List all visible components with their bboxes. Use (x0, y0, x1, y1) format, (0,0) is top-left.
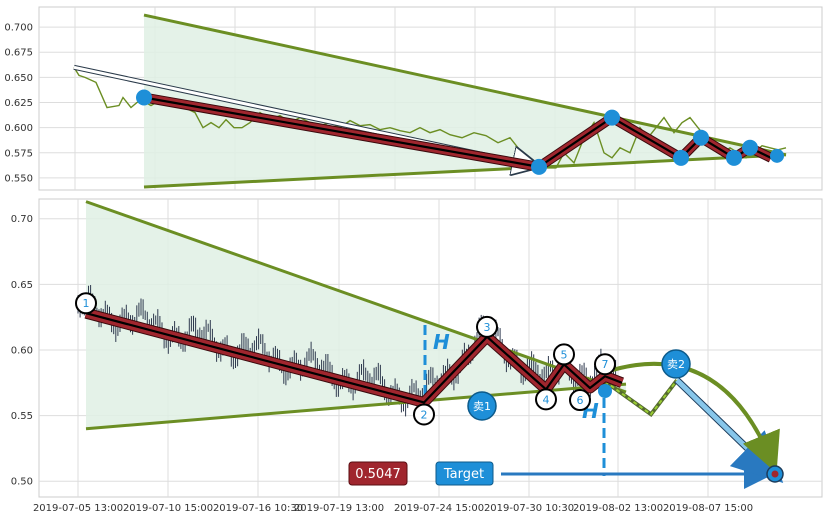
projection-zig (604, 379, 678, 416)
target-box: Target (435, 461, 494, 486)
pivot-label-circle (569, 389, 591, 412)
bottom-xtick-label: 2019-07-10 15:00 (123, 503, 213, 514)
pivot-label-circle (476, 315, 498, 338)
top-ytick-label: 0.550 (4, 173, 33, 184)
bottom-wedge-fill (86, 201, 626, 429)
pivot-label-text: 1 (83, 297, 90, 310)
bottom-ytick-label: 0.55 (11, 411, 33, 422)
bottom-y-ticks: 0.70 0.65 0.60 0.55 0.50 (11, 214, 33, 488)
top-pivot-marker (742, 139, 758, 156)
top-pivot-marker (136, 89, 152, 106)
pivot-label-text: 3 (484, 321, 491, 334)
bottom-xtick-label: 2019-07-05 13:00 (33, 503, 123, 514)
price-value-box: 0.5047 (348, 461, 408, 486)
sell-marker-2: 卖2 (661, 349, 691, 379)
top-ytick-label: 0.600 (4, 123, 33, 134)
bottom-ytick-label: 0.60 (11, 345, 33, 356)
bottom-ytick-label: 0.50 (11, 477, 33, 488)
pivot-marker (598, 384, 612, 398)
top-pivot-marker (531, 158, 547, 175)
pivot-label-text: 7 (602, 358, 609, 371)
pivot-label-text: 5 (561, 348, 568, 361)
pivot-label-circle (535, 388, 557, 411)
pivot-label-circle (553, 343, 575, 366)
bottom-panel: 0.700.650.600.550.50 2019-07-05 13:00 201… (11, 198, 823, 514)
price-value-text: 0.5047 (355, 467, 401, 482)
bottom-ytick-label: 0.70 (11, 214, 33, 225)
top-pivot-marker (726, 149, 742, 166)
top-ytick-label: 0.675 (4, 48, 33, 59)
top-ytick-label: 0.575 (4, 148, 33, 159)
top-pivot-marker (770, 148, 784, 163)
pivot-label-circle (413, 403, 435, 426)
pivot-label-text: 2 (421, 408, 428, 421)
pivot-label-circle (75, 292, 97, 315)
bottom-xtick-label: 2019-07-16 10:30 (213, 503, 303, 514)
top-ytick-label: 0.625 (4, 98, 33, 109)
sell-marker-circle (467, 391, 497, 421)
sell-marker-text: 卖1 (473, 400, 491, 413)
bottom-xtick-label: 2019-08-07 15:00 (663, 503, 753, 514)
bottom-xtick-label: 2019-07-30 10:30 (484, 503, 574, 514)
top-pivot-marker (604, 109, 620, 126)
pivot-label-circle (594, 353, 616, 376)
target-label-text: Target (443, 467, 484, 482)
top-pivot-marker (673, 149, 689, 166)
projection-curve-arrow (604, 361, 780, 474)
bottom-trend-lower (85, 382, 627, 431)
bottom-ytick-label: 0.65 (11, 280, 33, 291)
bottom-x-ticks: 2019-07-05 13:00 2019-07-10 15:00 2019-07-… (33, 503, 753, 514)
top-trend-upper (143, 13, 787, 157)
sell-marker-1: 卖1 (467, 391, 497, 421)
bottom-xtick-label: 2019-07-19 13:00 (294, 503, 384, 514)
top-wedge-fill (144, 15, 786, 187)
sell-marker-circle (661, 349, 691, 379)
top-pivot-marker (693, 129, 709, 146)
top-plot-area (73, 13, 787, 189)
bottom-zigzag-core (85, 312, 623, 404)
top-ytick-label: 0.650 (4, 73, 33, 84)
top-panel: 0.700 0.675 0.650 0.625 0.600 0.575 0.550 (4, 6, 823, 191)
pivot-label-text: 4 (543, 393, 550, 406)
top-ytick-label: 0.700 (4, 23, 33, 34)
h-label: H (433, 330, 450, 354)
bottom-xtick-label: 2019-07-24 15:00 (394, 503, 484, 514)
sell-marker-text: 卖2 (667, 358, 685, 371)
target-end-dot (771, 470, 779, 478)
bottom-xtick-label: 2019-08-02 13:00 (573, 503, 663, 514)
top-y-ticks: 0.700 0.675 0.650 0.625 0.600 0.575 0.550 (4, 23, 33, 185)
bottom-trend-upper (85, 200, 627, 394)
pivot-label-text: 6 (577, 394, 584, 407)
